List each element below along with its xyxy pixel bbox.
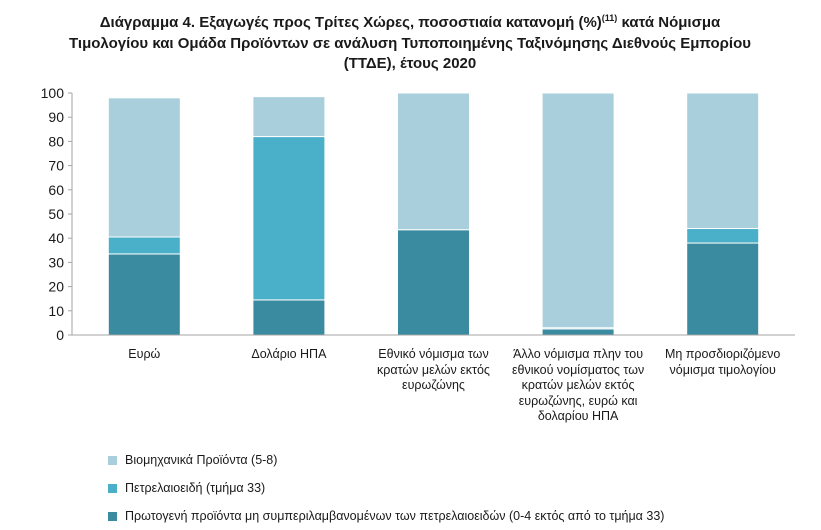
legend-item: Πρωτογενή προϊόντα μη συμπεριλαμβανομένω… — [108, 508, 664, 524]
y-tick-label: 60 — [48, 182, 64, 198]
y-tick-label: 20 — [48, 279, 64, 295]
y-tick-label: 50 — [48, 206, 64, 222]
bar-segment — [252, 299, 326, 336]
bar-segment — [397, 229, 470, 336]
bar-segment — [686, 92, 760, 230]
y-tick-label: 40 — [48, 230, 64, 246]
legend-item: Βιομηχανικά Προϊόντα (5-8) — [108, 452, 277, 468]
bar-segment — [541, 92, 615, 329]
chart-title: Διάγραμμα 4. Εξαγωγές προς Τρίτες Χώρες,… — [60, 8, 760, 75]
bar-segment — [107, 97, 181, 238]
bar-segment — [107, 236, 181, 255]
bar-segment — [541, 328, 615, 336]
y-tick-label: 10 — [48, 303, 64, 319]
legend-label: Πετρελαιοειδή (τμήμα 33) — [125, 481, 266, 495]
bar-segment — [686, 228, 760, 244]
legend-item: Πετρελαιοειδή (τμήμα 33) — [108, 480, 265, 496]
bar-segment — [252, 136, 326, 301]
legend-label: Πρωτογενή προϊόντα μη συμπεριλαμβανομένω… — [125, 509, 665, 523]
y-tick-label: 90 — [48, 109, 64, 125]
x-category-label: Άλλο νόμισμα πλην του εθνικού νομίσματος… — [511, 347, 645, 423]
y-tick-label: 100 — [41, 85, 65, 101]
bar-segment — [107, 253, 181, 336]
x-category-label: Δολάριο ΗΠΑ — [251, 347, 327, 361]
legend-label: Βιομηχανικά Προϊόντα (5-8) — [125, 453, 278, 467]
legend-swatch — [108, 483, 117, 493]
x-category-label: Ευρώ — [128, 347, 161, 361]
y-tick-label: 30 — [48, 254, 64, 270]
y-tick-label: 0 — [56, 327, 64, 343]
bar-segment — [397, 92, 470, 231]
legend-swatch — [108, 455, 117, 465]
bar-segment — [686, 242, 760, 336]
bar-segment — [252, 96, 326, 138]
chart-title-rest: κατά Νόμισμα Τιμολογίου και Ομάδα Προϊόν… — [69, 14, 751, 72]
chart-title-main: Διάγραμμα 4. Εξαγωγές προς Τρίτες Χώρες,… — [99, 14, 602, 31]
x-category-label: Εθνικό νόμισμα των κρατών μελών εκτός ευ… — [377, 347, 490, 392]
y-tick-label: 80 — [48, 133, 64, 149]
y-tick-label: 70 — [48, 158, 64, 174]
chart-title-footnote: (11) — [601, 13, 618, 23]
legend-swatch — [108, 511, 117, 521]
x-category-label: Μη προσδιοριζόμενο νόμισμα τιμολογίου — [664, 347, 781, 377]
